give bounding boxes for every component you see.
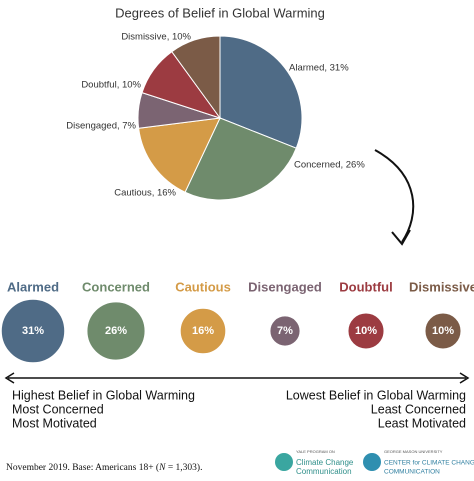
slice-label: Doubtful, 10%	[81, 80, 141, 91]
scale-text: Most Concerned	[12, 402, 104, 416]
bubble-label: 16%	[192, 325, 214, 337]
footnote: November 2019. Base: Americans 18+ (N = …	[6, 462, 202, 473]
pie-slice	[138, 117, 221, 193]
pie-slice	[219, 35, 303, 149]
arrow-head	[391, 229, 411, 246]
category-heading: Disengaged	[248, 279, 322, 294]
slice-label: Dismissive, 10%	[121, 32, 191, 43]
footnote-part: = 1,303).	[165, 462, 202, 473]
scale-text: Highest Belief in Global Warming	[12, 388, 195, 402]
category-heading: Concerned	[82, 279, 150, 294]
logo-text: Climate Change	[296, 458, 354, 467]
category-heading: Dismissive	[409, 279, 474, 294]
slice-label: Disengaged, 7%	[66, 121, 136, 132]
yale-logo-icon	[275, 453, 293, 471]
category-heading: Cautious	[175, 279, 231, 294]
footnote-part: November 2019. Base: Americans 18+ (	[6, 462, 159, 473]
bubble	[179, 307, 227, 355]
bubble-label: 7%	[277, 325, 293, 337]
logo-text: COMMUNICATION	[384, 469, 440, 476]
category-heading: Doubtful	[339, 279, 392, 294]
scale-text: Most Motivated	[12, 416, 97, 430]
bubble-label: 26%	[105, 325, 127, 337]
footnote-part: N	[158, 463, 166, 473]
scale-text: Lowest Belief in Global Warming	[286, 388, 466, 402]
logo-text: Communication	[296, 467, 352, 476]
logo-text: YALE PROGRAM ON	[296, 449, 335, 454]
scale-text: Least Motivated	[378, 416, 466, 430]
bubble	[0, 298, 66, 364]
bubble-label: 10%	[432, 325, 454, 337]
scale-arrowheads	[4, 372, 470, 384]
bubble	[86, 301, 146, 361]
gmu-logo-icon	[363, 453, 381, 471]
bubble-label: 31%	[22, 325, 44, 337]
category-heading: Alarmed	[7, 279, 59, 294]
slice-label: Concerned, 26%	[294, 160, 365, 171]
scale-text: Least Concerned	[371, 402, 466, 416]
bubble	[424, 312, 462, 350]
pie-slice	[184, 117, 297, 201]
bubble	[347, 312, 385, 350]
logo-text: CENTER for CLIMATE CHANGE	[384, 460, 474, 467]
slice-label: Cautious, 16%	[114, 188, 176, 199]
curved-arrow	[374, 149, 415, 243]
bubble-label: 10%	[355, 325, 377, 337]
chart-title: Degrees of Belief in Global Warming	[115, 5, 325, 20]
logo-text: GEORGE MASON UNIVERSITY	[384, 449, 443, 454]
bubble	[269, 315, 301, 347]
pie-slice	[171, 35, 221, 120]
slice-label: Alarmed, 31%	[289, 63, 349, 74]
